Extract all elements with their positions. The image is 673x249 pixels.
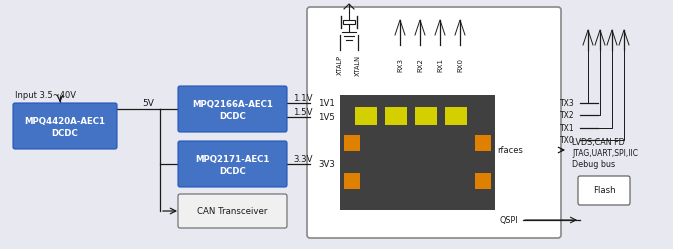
- Bar: [344, 173, 360, 189]
- Text: XTALN: XTALN: [355, 55, 361, 75]
- Text: TX0: TX0: [560, 135, 575, 144]
- Text: TX1: TX1: [560, 124, 575, 132]
- Text: rfaces: rfaces: [497, 145, 523, 154]
- FancyBboxPatch shape: [307, 7, 561, 238]
- Bar: [385, 107, 407, 125]
- FancyBboxPatch shape: [178, 194, 287, 228]
- Text: MPQ2166A-AEC1: MPQ2166A-AEC1: [192, 100, 273, 109]
- Text: LVDS,CAN FD: LVDS,CAN FD: [572, 137, 625, 146]
- Text: RX2: RX2: [417, 58, 423, 72]
- Text: 1V5: 1V5: [318, 113, 335, 122]
- Text: DCDC: DCDC: [52, 128, 78, 137]
- FancyBboxPatch shape: [578, 176, 630, 205]
- Text: JTAG,UART,SPI,IIC: JTAG,UART,SPI,IIC: [572, 148, 638, 158]
- Bar: [340, 95, 495, 210]
- Text: MPQ4420A-AEC1: MPQ4420A-AEC1: [24, 117, 106, 125]
- Text: 1.1V: 1.1V: [293, 94, 312, 103]
- Text: RX1: RX1: [437, 58, 443, 72]
- Text: RX3: RX3: [397, 58, 403, 72]
- FancyBboxPatch shape: [178, 141, 287, 187]
- Text: 3V3: 3V3: [318, 160, 335, 169]
- FancyBboxPatch shape: [13, 103, 117, 149]
- Text: 3.3V: 3.3V: [293, 154, 312, 164]
- Text: CAN Transceiver: CAN Transceiver: [197, 206, 268, 215]
- Text: 5V: 5V: [142, 99, 154, 108]
- Text: 1V1: 1V1: [318, 99, 335, 108]
- FancyBboxPatch shape: [178, 86, 287, 132]
- Text: RX0: RX0: [457, 58, 463, 72]
- Text: QSPI: QSPI: [499, 215, 518, 225]
- Text: Debug bus: Debug bus: [572, 160, 615, 169]
- Bar: [475, 135, 491, 151]
- Bar: [445, 107, 467, 125]
- Bar: [344, 135, 360, 151]
- Text: TX2: TX2: [560, 111, 575, 120]
- Text: DCDC: DCDC: [219, 167, 246, 176]
- Text: Input 3.5~40V: Input 3.5~40V: [15, 90, 76, 100]
- Text: 1.5V: 1.5V: [293, 108, 312, 117]
- Text: MPQ2171-AEC1: MPQ2171-AEC1: [195, 154, 270, 164]
- Bar: [355, 107, 377, 125]
- Bar: [475, 173, 491, 189]
- Text: DCDC: DCDC: [219, 112, 246, 121]
- Text: XTALP: XTALP: [337, 55, 343, 75]
- Bar: [343, 20, 355, 24]
- Text: TX3: TX3: [560, 99, 575, 108]
- Text: Flash: Flash: [593, 186, 615, 195]
- Bar: [415, 107, 437, 125]
